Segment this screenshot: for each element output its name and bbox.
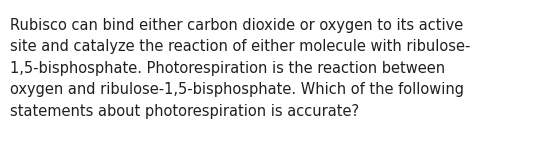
Text: Rubisco can bind either carbon dioxide or oxygen to its active
site and catalyze: Rubisco can bind either carbon dioxide o… xyxy=(10,18,470,119)
